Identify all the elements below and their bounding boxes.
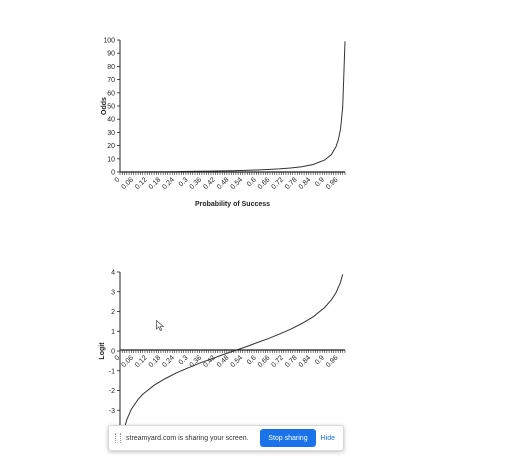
x-tick-label: 0.84 bbox=[298, 354, 313, 369]
y-axis-title: Logit bbox=[99, 342, 106, 360]
share-message: streamyard.com is sharing your screen. bbox=[126, 434, 249, 442]
y-tick-label: 3 bbox=[111, 289, 115, 296]
stop-sharing-button[interactable]: Stop sharing bbox=[260, 429, 316, 447]
x-tick-label: 0.06 bbox=[120, 176, 135, 191]
x-tick-label: 0.9 bbox=[314, 354, 326, 366]
x-tick-label: 0.12 bbox=[134, 176, 149, 191]
y-tick-label: 60 bbox=[107, 90, 115, 97]
screen-share-bar: streamyard.com is sharing your screen. S… bbox=[108, 425, 344, 451]
y-axis-title: Odds bbox=[101, 97, 108, 115]
x-tick-label: 0.18 bbox=[148, 176, 163, 191]
x-tick-label: 0.54 bbox=[230, 176, 245, 191]
x-tick-label: 0.78 bbox=[284, 176, 299, 191]
hide-link[interactable]: Hide bbox=[320, 434, 335, 442]
x-axis-title: Probability of Success bbox=[195, 201, 270, 208]
x-tick-label: 0.24 bbox=[161, 176, 176, 191]
y-tick-label: 1 bbox=[111, 329, 115, 336]
x-tick-label: 0.6 bbox=[246, 354, 258, 366]
y-tick-label: 10 bbox=[107, 156, 115, 163]
x-tick-label: 0.96 bbox=[325, 176, 340, 191]
x-tick-label: 0.96 bbox=[325, 354, 340, 369]
x-tick-label: 0.42 bbox=[202, 176, 217, 191]
x-tick-label: 0.66 bbox=[257, 176, 272, 191]
x-tick-label: 0.24 bbox=[161, 354, 176, 369]
y-tick-label: 30 bbox=[107, 130, 115, 137]
y-tick-label: 40 bbox=[107, 117, 115, 124]
x-tick-label: 0.72 bbox=[270, 354, 285, 369]
x-tick-label: 0.66 bbox=[257, 354, 272, 369]
x-tick-label: 0 bbox=[114, 176, 122, 184]
drag-handle-icon[interactable] bbox=[115, 433, 121, 443]
y-tick-label: 50 bbox=[107, 104, 115, 111]
x-tick-label: 0.6 bbox=[246, 176, 258, 188]
y-tick-label: 2 bbox=[111, 309, 115, 316]
x-tick-label: 0.36 bbox=[189, 176, 204, 191]
y-tick-label: -3 bbox=[109, 408, 115, 415]
x-tick-label: 0.78 bbox=[284, 354, 299, 369]
x-tick-label: 0.3 bbox=[178, 354, 190, 366]
y-tick-label: 20 bbox=[107, 143, 115, 150]
y-tick-label: -2 bbox=[109, 388, 115, 395]
x-tick-label: 0.48 bbox=[216, 176, 231, 191]
x-tick-label: 0.54 bbox=[230, 354, 245, 369]
x-tick-label: 0.3 bbox=[178, 176, 190, 188]
y-tick-label: -1 bbox=[109, 368, 115, 375]
y-tick-label: 4 bbox=[111, 270, 115, 277]
x-tick-label: 0.72 bbox=[270, 176, 285, 191]
y-tick-label: 0 bbox=[111, 349, 115, 356]
y-tick-label: 0 bbox=[111, 170, 115, 177]
y-tick-label: 80 bbox=[107, 64, 115, 71]
x-tick-label: 0.84 bbox=[298, 176, 313, 191]
mouse-cursor-icon bbox=[156, 320, 165, 331]
x-tick-label: 0.06 bbox=[120, 354, 135, 369]
x-tick-label: 0.9 bbox=[314, 176, 326, 188]
series-line bbox=[119, 41, 346, 173]
y-tick-label: 90 bbox=[107, 51, 115, 58]
x-tick-label: 0.18 bbox=[148, 354, 163, 369]
series-line bbox=[124, 274, 344, 428]
x-tick-label: 0.12 bbox=[134, 354, 149, 369]
y-tick-label: 100 bbox=[103, 38, 115, 45]
x-tick-label: 0 bbox=[114, 354, 122, 362]
y-tick-label: 70 bbox=[107, 77, 115, 84]
